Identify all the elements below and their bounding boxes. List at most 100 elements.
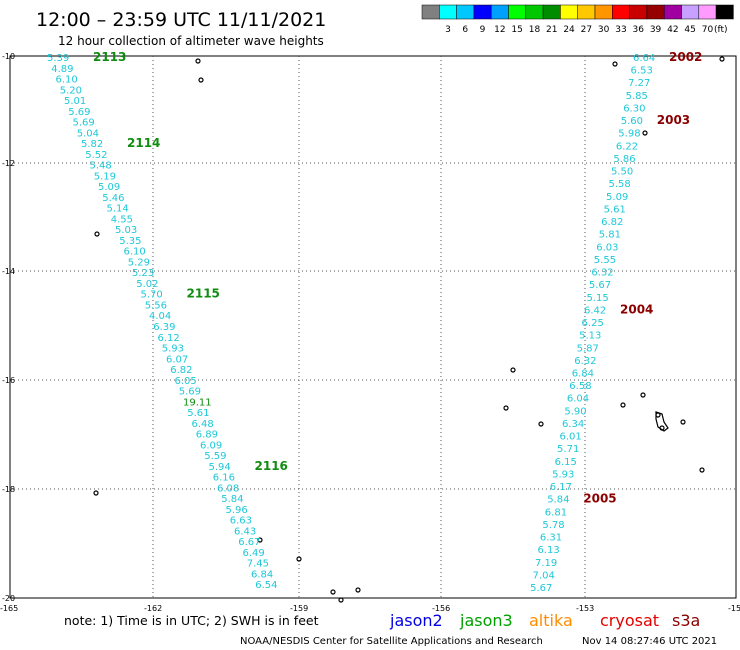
swh-value: 6.07	[166, 354, 188, 365]
swh-value: 6.10	[56, 75, 78, 86]
swh-value: 5.55	[594, 255, 616, 266]
s3a-track-east: 6.64 6.537.27 5.856.30 5.60 5.986.22 5.86 5.50…	[530, 50, 702, 594]
swh-value: 5.67	[530, 583, 552, 594]
lon-label: -15	[728, 604, 740, 613]
swh-value: 6.16	[213, 473, 235, 484]
legend-jason2: jason2	[389, 611, 443, 630]
legend-swatch	[715, 4, 734, 20]
lon-label: -159	[290, 604, 308, 613]
lat-label: -20	[2, 594, 15, 603]
longitude-labels: -165 -162 -159 -156 -153 -15	[0, 604, 740, 613]
swh-value: 6.32	[591, 268, 613, 279]
swh-value: 5.39	[47, 53, 69, 64]
swh-value: 6.82	[170, 365, 192, 376]
swh-value: 6.10	[124, 247, 146, 258]
swh-value: 5.23	[132, 268, 154, 279]
legend-tick-label: 21	[546, 25, 557, 35]
swh-value: 5.69	[68, 107, 90, 118]
island-icon	[330, 589, 336, 595]
swh-value: 5.29	[128, 257, 150, 268]
track-time-label: 2114	[127, 136, 160, 150]
track-time-label: 2116	[255, 459, 288, 473]
lat-label: -10	[2, 52, 15, 61]
swh-value: 4.89	[51, 64, 73, 75]
island-icon	[338, 597, 344, 603]
island-icon	[612, 61, 618, 67]
swh-value: 4.04	[149, 311, 171, 322]
plot-area: -10-12-14-16-18-20 -165 -162 -159 -156 -153-…	[0, 50, 740, 613]
swh-value: 7.04	[533, 570, 555, 581]
footer-credit: NOAA/NESDIS Center for Satellite Applica…	[240, 636, 543, 647]
legend-swatch	[508, 4, 527, 20]
swh-value: 5.78	[542, 520, 564, 531]
swh-value: 5.87	[577, 343, 599, 354]
swh-value: 7.19	[535, 558, 557, 569]
swh-value: 6.05	[175, 376, 197, 387]
islands	[93, 56, 725, 603]
island-icon	[642, 130, 648, 136]
swh-value: 5.35	[119, 236, 141, 247]
swh-value: 5.96	[226, 505, 248, 516]
jason3-track-west: 5.394.896.105.205.015.695.695.045.825.52…	[47, 50, 288, 591]
legend-tick-label: 12	[494, 25, 505, 35]
island-icon	[640, 392, 646, 398]
island-icon	[620, 402, 626, 408]
swh-value: 5.52	[85, 150, 107, 161]
legend-swatch	[594, 4, 613, 20]
legend-tick-label: 3	[445, 25, 451, 35]
swh-value: 6.09	[200, 440, 222, 451]
footer-note: note: 1) Time is in UTC; 2) SWH is in fe…	[64, 613, 319, 628]
legend-tick-label: 9	[480, 25, 486, 35]
swh-value: 6.01	[560, 432, 582, 443]
swh-value: 5.09	[98, 182, 120, 193]
swh-value: 7.27	[628, 78, 650, 89]
swh-value: 5.03	[115, 225, 137, 236]
swh-value: 6.39	[153, 322, 175, 333]
swh-value: 5.02	[136, 279, 158, 290]
swh-value: 6.25	[582, 318, 604, 329]
legend-swatch	[560, 4, 578, 20]
legend-swatch	[577, 4, 596, 20]
track-time-label: 2004	[620, 302, 653, 316]
swh-value: 6.84	[572, 369, 594, 380]
legend-swatch	[629, 4, 648, 20]
legend-tick-label: 39	[650, 25, 662, 35]
swh-value: 5.14	[107, 204, 129, 215]
island-icon	[195, 58, 201, 64]
legend-tick-label: 15	[511, 25, 522, 35]
swh-value: 6.63	[230, 516, 252, 527]
island-icon	[503, 405, 509, 411]
swh-value: 6.84	[251, 569, 273, 580]
lat-label: -12	[2, 159, 15, 168]
swh-value: 5.58	[609, 179, 631, 190]
swh-value: 6.53	[631, 66, 653, 77]
swh-value: 5.81	[599, 230, 621, 241]
swh-value: 5.59	[204, 451, 226, 462]
plot-frame	[9, 55, 737, 599]
swh-value: 6.12	[158, 333, 180, 344]
island-icon	[93, 490, 99, 496]
swh-value: 6.34	[562, 419, 584, 430]
lat-label: -16	[2, 376, 15, 385]
legend-swatch	[421, 4, 440, 20]
swh-value: 6.08	[217, 483, 239, 494]
swh-value: 5.82	[81, 139, 103, 150]
swh-value: 5.61	[604, 204, 626, 215]
swh-value: 6.13	[537, 545, 559, 556]
legend-swatch	[612, 4, 630, 20]
swh-value: 6.31	[540, 533, 562, 544]
legend-swatch	[646, 4, 665, 20]
legend-tick-label: 30	[598, 25, 610, 35]
island-icon	[198, 77, 204, 83]
track-time-label: 2002	[669, 50, 702, 64]
swh-value: 5.90	[564, 406, 586, 417]
swh-value: 5.84	[221, 494, 243, 505]
swh-value: 5.94	[209, 462, 231, 473]
legend-swatch	[525, 4, 544, 20]
legend-swatch	[439, 4, 457, 20]
swh-value: 5.70	[141, 290, 163, 301]
swh-value: 5.13	[579, 331, 601, 342]
swh-value: 5.15	[586, 293, 608, 304]
swh-value: 5.04	[77, 128, 99, 139]
track-time-label: 2003	[657, 113, 690, 127]
